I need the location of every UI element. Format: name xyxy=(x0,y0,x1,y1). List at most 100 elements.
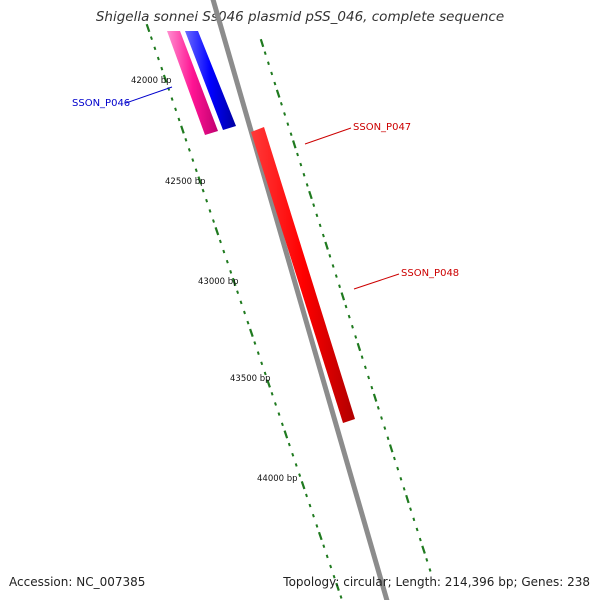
inner-tick xyxy=(329,564,333,569)
inner-tick xyxy=(317,531,323,541)
inner-tick xyxy=(253,341,257,345)
inner-tick xyxy=(325,554,329,559)
scale-label-43500: 43500 bp xyxy=(230,374,271,384)
inner-tick xyxy=(156,56,160,61)
outer-tick xyxy=(273,81,277,86)
inner-tick xyxy=(311,513,315,518)
outer-tick xyxy=(292,140,297,149)
inner-tick xyxy=(218,239,222,244)
inner-tick xyxy=(294,463,298,467)
outer-tick xyxy=(399,476,403,481)
outer-tick xyxy=(286,122,290,126)
inner-tick xyxy=(239,300,243,305)
inner-tick xyxy=(298,473,302,477)
scale-label-44000: 44000 bp xyxy=(257,474,298,484)
outer-tick xyxy=(334,274,338,278)
outer-tick xyxy=(376,405,380,410)
inner-tick xyxy=(184,137,188,142)
inner-tick-row xyxy=(145,23,343,599)
inner-tick xyxy=(236,290,240,295)
inner-tick xyxy=(225,259,229,264)
inner-tick xyxy=(300,481,306,490)
gene-label-sson-p048[interactable]: SSON_P048 xyxy=(401,268,459,279)
outer-tick xyxy=(370,385,374,390)
inner-tick xyxy=(274,402,277,406)
outer-tick xyxy=(312,203,316,208)
outer-tick xyxy=(283,112,287,116)
outer-tick xyxy=(263,51,267,56)
outer-tick xyxy=(367,375,371,380)
outer-tick xyxy=(409,507,413,512)
inner-tick xyxy=(263,371,267,376)
inner-tick xyxy=(162,74,168,83)
accession-text: Accession: NC_007385 xyxy=(9,575,146,589)
outer-tick xyxy=(372,393,378,402)
outer-tick xyxy=(318,223,322,228)
outer-tick xyxy=(324,241,329,250)
leader-sson-p046 xyxy=(125,86,173,104)
outer-tick xyxy=(402,487,406,491)
outer-tick xyxy=(393,456,396,461)
outer-tick xyxy=(396,466,400,471)
backbone-line xyxy=(210,0,390,600)
inner-tick xyxy=(174,107,178,112)
inner-tick xyxy=(266,379,271,388)
inner-tick xyxy=(191,158,195,162)
outer-tick xyxy=(418,537,422,542)
inner-tick xyxy=(270,391,274,396)
outer-tick xyxy=(425,557,429,562)
leader-sson-p047 xyxy=(304,127,352,145)
outer-tick xyxy=(354,335,358,339)
inner-tick xyxy=(246,320,250,325)
inner-tick xyxy=(277,412,281,416)
inner-tick xyxy=(214,227,220,236)
outer-tick xyxy=(363,365,367,370)
inner-tick xyxy=(222,249,226,254)
inner-tick xyxy=(308,503,312,508)
inner-tick xyxy=(170,97,174,101)
outer-tick xyxy=(299,162,303,167)
inner-tick xyxy=(283,430,289,439)
outer-tick xyxy=(347,314,351,319)
outer-tick xyxy=(308,190,313,200)
outer-tick xyxy=(383,426,387,430)
outer-tick xyxy=(360,355,364,359)
inner-tick xyxy=(149,36,153,41)
inner-tick xyxy=(305,493,308,498)
inner-tick xyxy=(187,148,191,152)
scale-label-43000: 43000 bp xyxy=(198,277,239,287)
outer-tick xyxy=(388,444,394,453)
outer-tick xyxy=(386,436,390,441)
inner-tick xyxy=(208,209,212,213)
inner-tick xyxy=(229,269,233,274)
gene-label-sson-p047[interactable]: SSON_P047 xyxy=(353,122,411,133)
inner-tick xyxy=(180,125,185,134)
outer-tick-row xyxy=(259,38,432,572)
inner-tick xyxy=(315,524,319,528)
inner-tick xyxy=(153,46,157,51)
inner-tick xyxy=(145,23,151,33)
outer-tick xyxy=(338,284,341,289)
outer-tick xyxy=(279,101,283,106)
inner-tick xyxy=(177,117,181,122)
inner-tick xyxy=(197,176,203,185)
gene-label-sson-p046[interactable]: SSON_P046 xyxy=(72,98,130,109)
outer-tick xyxy=(351,324,354,329)
inner-tick xyxy=(205,198,209,203)
gene-bar-pink[interactable] xyxy=(167,31,218,135)
outer-tick xyxy=(305,183,309,187)
inner-tick xyxy=(280,422,284,427)
gene-bar-blue[interactable] xyxy=(185,31,236,130)
leader-sson-p048 xyxy=(353,273,400,290)
outer-tick xyxy=(302,172,306,177)
outer-tick xyxy=(356,342,362,352)
outer-tick xyxy=(344,304,348,309)
outer-tick xyxy=(412,517,416,522)
inner-tick xyxy=(339,595,343,599)
gene-bar-sson-p047-p048[interactable] xyxy=(251,127,355,423)
map-title: Shigella sonnei Ss046 plasmid pSS_046, c… xyxy=(95,9,505,25)
outer-tick xyxy=(270,71,274,76)
outer-tick xyxy=(331,264,335,268)
outer-tick xyxy=(340,292,346,301)
